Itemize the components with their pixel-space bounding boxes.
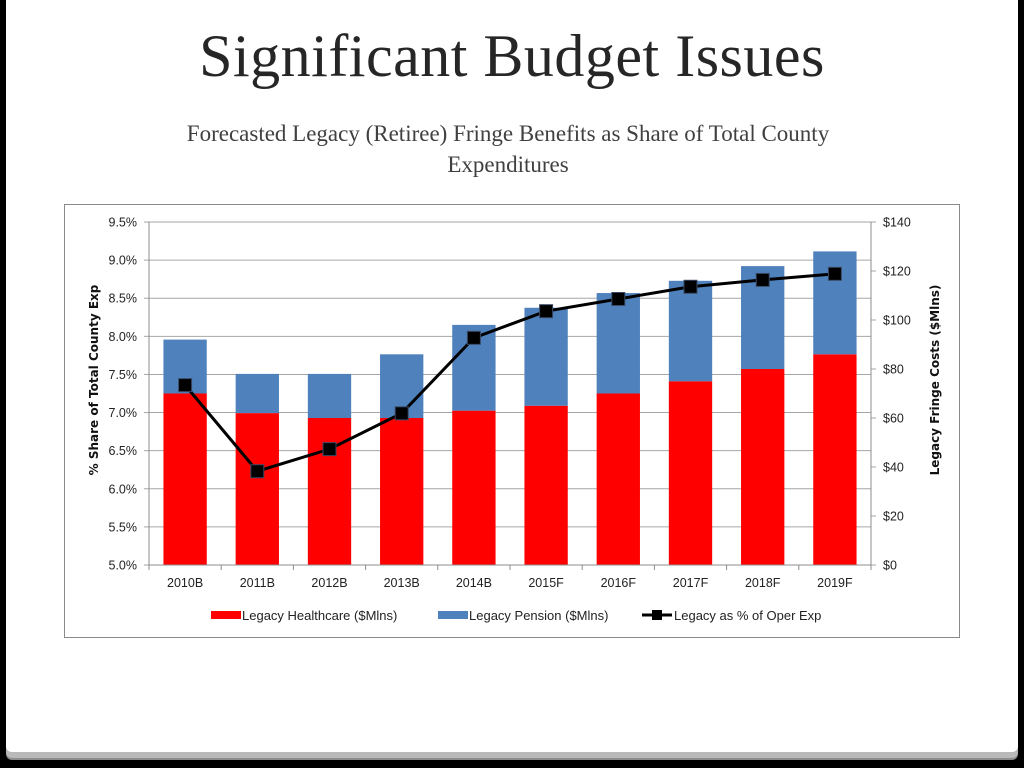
- bar-healthcare: [741, 369, 785, 565]
- right-tick-label: $40: [883, 461, 904, 475]
- legend-label-healthcare: Legacy Healthcare ($Mlns): [242, 608, 397, 623]
- bar-pension: [235, 373, 279, 414]
- left-tick-label: 5.0%: [109, 559, 138, 573]
- line-marker: [683, 279, 698, 294]
- percent-line: [178, 266, 842, 479]
- legend-label-pension: Legacy Pension ($Mlns): [469, 608, 608, 623]
- line-marker: [755, 272, 770, 287]
- bar-healthcare: [380, 418, 424, 565]
- bar-healthcare: [596, 393, 640, 565]
- line-marker: [250, 464, 265, 479]
- right-axis-title: Legacy Fringe Costs ($Mlns): [928, 285, 942, 476]
- left-axis-ticks: 5.0% 5.5% 6.0% 6.5% 7.0% 7.5% 8.0% 8.5% 9.0% 9.5%: [109, 216, 138, 573]
- x-tick-label: 2016F: [601, 576, 637, 590]
- line-marker: [394, 406, 409, 421]
- bar-pension: [596, 293, 640, 394]
- right-tick-label: $60: [883, 412, 904, 426]
- left-axis-title: % Share of Total County Exp: [87, 284, 101, 475]
- line-marker: [322, 442, 337, 457]
- legend-swatch-marker: [652, 610, 662, 620]
- x-tick-label: 2014B: [456, 576, 492, 590]
- slide-title: Significant Budget Issues: [199, 23, 825, 89]
- bar-pension: [668, 280, 713, 382]
- bars: [163, 251, 857, 565]
- x-tick-label: 2010B: [167, 576, 203, 590]
- x-tick-label: 2013B: [384, 576, 420, 590]
- left-tick-label: 7.5%: [109, 368, 138, 382]
- line-marker: [539, 304, 554, 319]
- right-axis-ticks: $0 $20 $40 $60 $80 $100 $120 $140: [883, 216, 911, 573]
- right-tick-label: $0: [883, 559, 897, 573]
- chart: 5.0% 5.5% 6.0% 6.5% 7.0% 7.5% 8.0% 8.5% 9.0% 9.5%…: [87, 216, 942, 624]
- bar-healthcare: [235, 413, 279, 565]
- chart-subtitle: Forecasted Legacy (Retiree) Fringe Benef…: [186, 121, 830, 177]
- left-tick-label: 6.5%: [109, 444, 138, 458]
- line-marker: [611, 291, 626, 306]
- left-tick-label: 5.5%: [109, 520, 138, 534]
- axes: [148, 222, 872, 570]
- left-tick-label: 7.0%: [109, 406, 138, 420]
- line-marker: [466, 330, 481, 345]
- x-tick-label: 2015F: [528, 576, 564, 590]
- right-tick-label: $120: [883, 265, 911, 279]
- legend-swatch-healthcare: [211, 611, 241, 619]
- right-tick-label: $20: [883, 510, 904, 524]
- legend-label-percent: Legacy as % of Oper Exp: [674, 608, 821, 623]
- x-tick-label: 2017F: [673, 576, 709, 590]
- right-tick-label: $140: [883, 216, 911, 230]
- x-tick-label: 2019F: [817, 576, 853, 590]
- bar-pension: [524, 307, 568, 406]
- bar-pension: [307, 373, 352, 418]
- legend: Legacy Healthcare ($Mlns) Legacy Pension…: [211, 608, 821, 623]
- line-marker: [827, 266, 842, 281]
- left-tick-label: 9.0%: [109, 254, 138, 268]
- left-tick-label: 9.5%: [109, 216, 138, 230]
- left-tick-label: 6.0%: [109, 482, 138, 496]
- bar-healthcare: [668, 381, 713, 565]
- percent-line-path: [183, 272, 836, 473]
- left-tick-label: 8.5%: [109, 292, 138, 306]
- line-marker: [178, 378, 193, 393]
- bar-healthcare: [452, 410, 496, 565]
- x-tick-label: 2012B: [311, 576, 347, 590]
- bar-healthcare: [813, 354, 857, 565]
- legend-swatch-pension: [438, 611, 468, 619]
- right-tick-label: $80: [883, 363, 904, 377]
- x-tick-label: 2018F: [745, 576, 781, 590]
- bar-healthcare: [524, 405, 568, 565]
- chart-frame: 5.0% 5.5% 6.0% 6.5% 7.0% 7.5% 8.0% 8.5% 9.0% 9.5%…: [64, 204, 960, 638]
- x-tick-label: 2011B: [240, 576, 275, 590]
- bar-healthcare: [163, 393, 207, 565]
- left-tick-label: 8.0%: [109, 330, 138, 344]
- right-tick-label: $100: [883, 314, 911, 328]
- x-axis-ticks: 2010B 2011B 2012B 2013B 2014B 2015F 2016F 2017F…: [167, 576, 853, 590]
